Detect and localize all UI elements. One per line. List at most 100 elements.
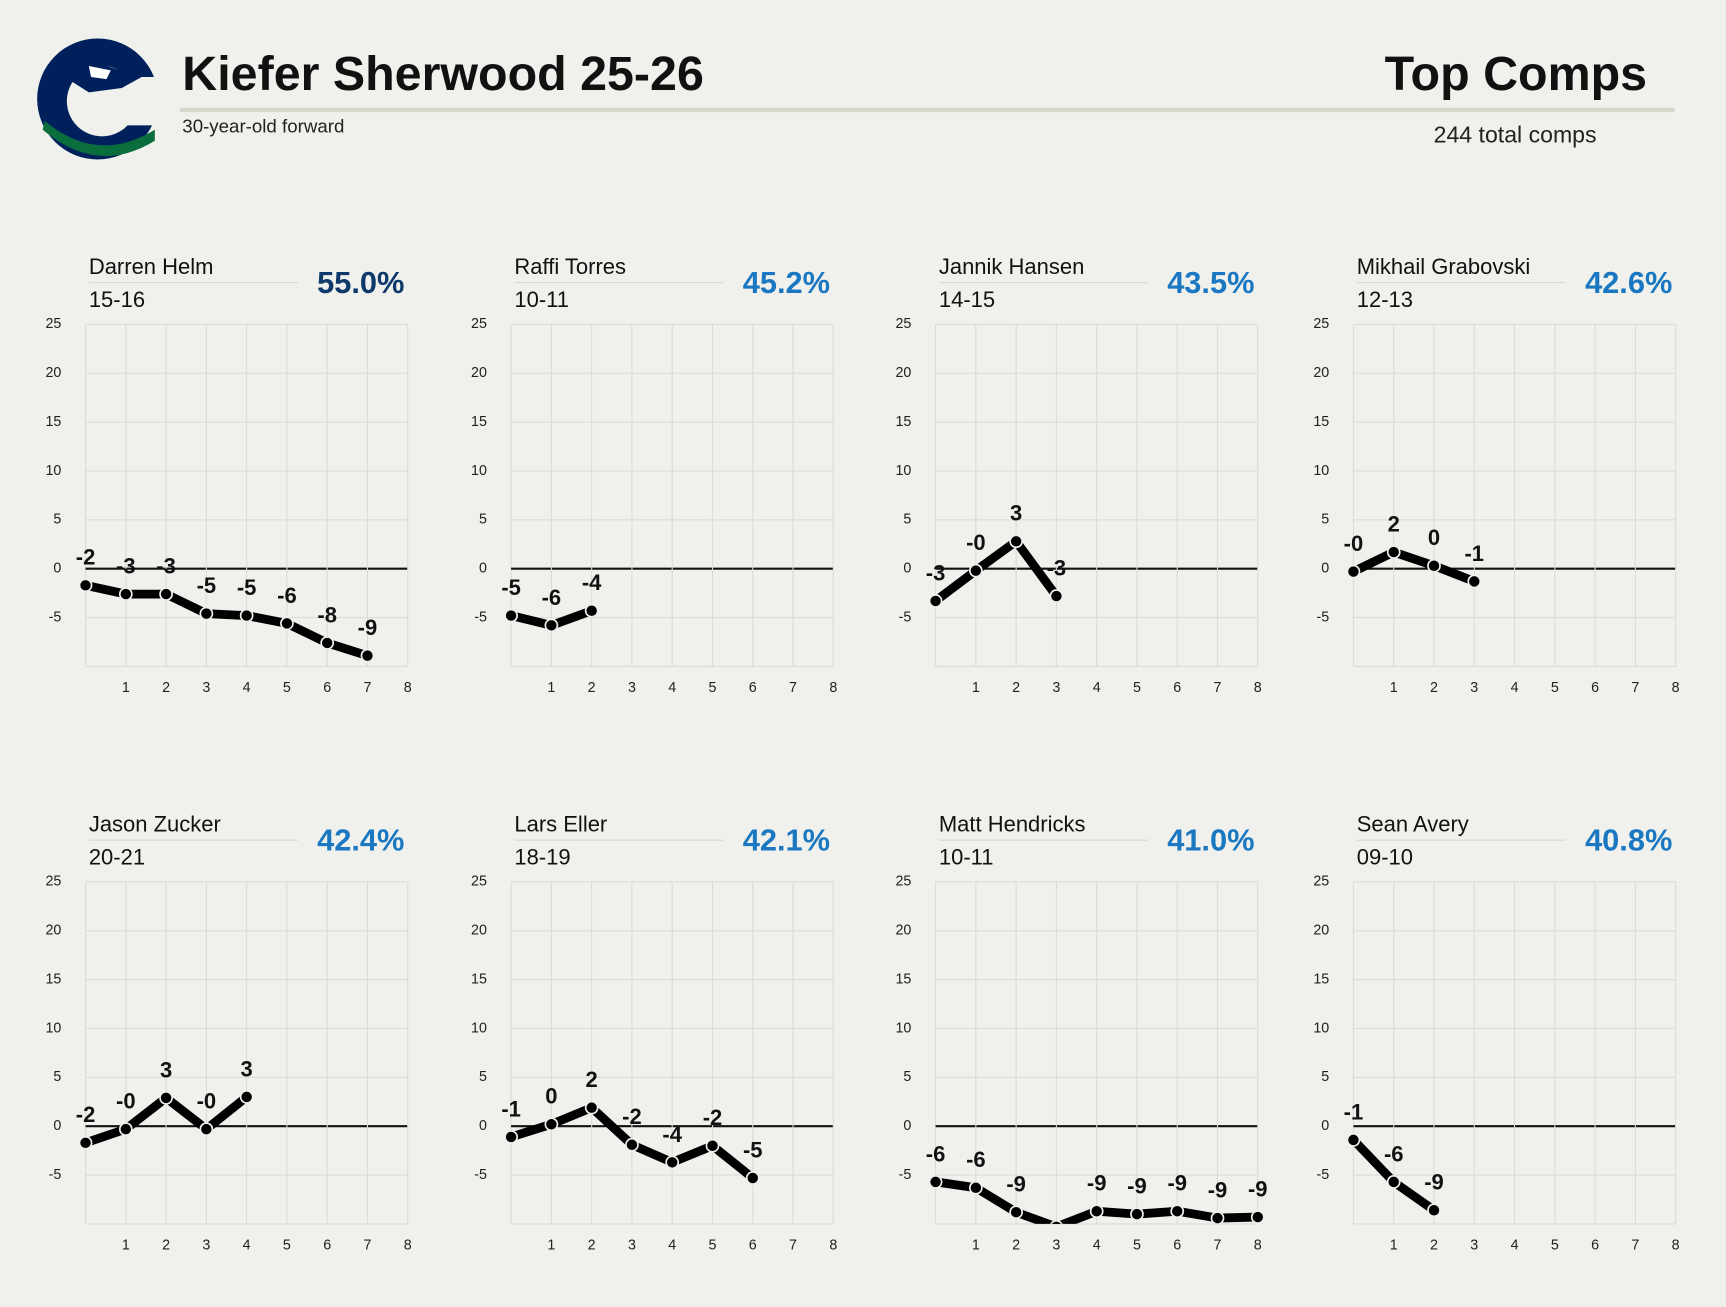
- data-label: 0: [1428, 525, 1440, 550]
- x-tick-label: 5: [709, 1238, 717, 1254]
- x-tick-label: 7: [1214, 1238, 1222, 1254]
- y-tick-label: 0: [1321, 1118, 1329, 1134]
- y-tick-label: 15: [1313, 971, 1329, 987]
- data-point: [665, 1155, 680, 1170]
- x-tick-label: 8: [1254, 1238, 1262, 1254]
- x-tick-label: 2: [588, 680, 596, 696]
- x-tick-label: 5: [283, 1238, 291, 1254]
- x-tick-label: 1: [1390, 1238, 1398, 1254]
- x-tick-label: 6: [749, 1238, 757, 1254]
- data-point: [1050, 1219, 1063, 1224]
- x-tick-label: 4: [668, 680, 676, 696]
- x-tick-label: 5: [709, 680, 717, 696]
- data-point: [239, 608, 254, 623]
- chart-subtitle: 15-16: [89, 287, 145, 312]
- y-tick-label: 15: [895, 971, 911, 987]
- x-tick-label: 8: [829, 680, 837, 696]
- y-tick-label: 10: [45, 1020, 61, 1036]
- data-point: [1089, 1204, 1104, 1219]
- data-point: [504, 1130, 518, 1144]
- data-label: -9: [1167, 1171, 1187, 1196]
- data-label: -3: [116, 554, 136, 579]
- y-tick-label: 10: [1313, 1020, 1329, 1036]
- data-point: [239, 1090, 254, 1104]
- y-tick-label: 25: [1313, 874, 1329, 890]
- y-tick-label: -5: [899, 1167, 912, 1183]
- data-point: [199, 606, 214, 621]
- data-point: [159, 587, 173, 601]
- y-tick-label: 15: [471, 971, 487, 987]
- x-tick-label: 2: [1430, 1238, 1438, 1254]
- x-tick-label: 4: [668, 1238, 676, 1254]
- page-subtitle: 30-year-old forward: [182, 115, 344, 136]
- data-point: [78, 578, 93, 593]
- x-tick-label: 3: [1052, 1238, 1060, 1254]
- x-tick-label: 6: [323, 1238, 331, 1254]
- y-tick-label: 5: [903, 512, 911, 528]
- x-tick-label: 1: [122, 680, 130, 696]
- x-tick-label: 6: [1591, 1238, 1599, 1254]
- y-tick-label: -5: [49, 1167, 62, 1183]
- data-label: -9: [358, 615, 378, 640]
- y-tick-label: -5: [1317, 1167, 1330, 1183]
- x-tick-label: 2: [162, 680, 170, 696]
- x-tick-label: 3: [202, 680, 210, 696]
- x-tick-label: 6: [1173, 1238, 1181, 1254]
- data-point: [1386, 545, 1401, 559]
- chart-panel: Sean Avery 09-10 40.8% -5 0 5 10 15 20 25 1 2 3 4 5 6 7 8…: [1313, 812, 1679, 1254]
- data-label: -6: [542, 585, 562, 610]
- y-tick-label: 10: [471, 463, 487, 479]
- x-tick-label: 1: [1390, 680, 1398, 696]
- data-label: -3: [926, 560, 946, 585]
- x-tick-label: 3: [628, 680, 636, 696]
- x-tick-label: 7: [1631, 1238, 1639, 1254]
- data-label: -4: [582, 570, 602, 595]
- y-tick-label: 5: [1321, 512, 1329, 528]
- data-point: [544, 1117, 559, 1132]
- similarity: 43.5%: [1167, 265, 1254, 300]
- data-point: [1130, 1207, 1144, 1222]
- data-point: [968, 563, 983, 578]
- y-tick-label: 0: [903, 1118, 911, 1134]
- x-tick-label: 1: [547, 680, 555, 696]
- data-point: [78, 1135, 93, 1150]
- similarity: 45.2%: [743, 265, 830, 300]
- data-label: -3: [1047, 555, 1067, 580]
- chart-subtitle: 20-21: [89, 845, 145, 870]
- y-tick-label: -5: [474, 609, 487, 625]
- x-tick-label: 3: [202, 1238, 210, 1254]
- data-label: -5: [197, 573, 217, 598]
- data-point: [1346, 1133, 1361, 1147]
- data-point: [625, 1137, 639, 1152]
- x-tick-label: 4: [1093, 1238, 1101, 1254]
- team-logo: [37, 38, 169, 160]
- data-label: -9: [1424, 1170, 1444, 1195]
- data-point: [928, 594, 943, 608]
- data-point: [1009, 1205, 1024, 1220]
- chart-panel: Matt Hendricks 10-11 41.0% -5 0 5 10 15 20 25 1 2 3 4…: [895, 812, 1267, 1254]
- data-point: [118, 587, 133, 601]
- y-tick-label: 10: [895, 1020, 911, 1036]
- data-point: [1467, 574, 1482, 589]
- chart-subtitle: 10-11: [939, 845, 994, 870]
- data-label: -2: [622, 1104, 642, 1129]
- x-tick-label: 5: [1133, 680, 1141, 696]
- chart-panel: Jason Zucker 20-21 42.4% -5 0 5 10 15 20 25 1 2 3 4 5 6…: [45, 812, 411, 1254]
- x-tick-label: 6: [1591, 680, 1599, 696]
- chart-title: Mikhail Grabovski: [1357, 254, 1530, 279]
- similarity: 41.0%: [1167, 822, 1254, 857]
- x-tick-label: 7: [789, 1238, 797, 1254]
- x-tick-label: 7: [363, 680, 371, 696]
- y-tick-label: 25: [1313, 316, 1329, 332]
- x-tick-label: 2: [588, 1238, 596, 1254]
- data-point: [705, 1138, 720, 1153]
- data-point: [280, 616, 294, 631]
- y-tick-label: 20: [895, 923, 911, 939]
- data-point: [1210, 1211, 1225, 1224]
- data-point: [544, 618, 559, 633]
- y-tick-label: 5: [53, 512, 61, 528]
- y-tick-label: 25: [471, 316, 487, 332]
- y-tick-label: 10: [45, 463, 61, 479]
- y-tick-label: 5: [479, 512, 487, 528]
